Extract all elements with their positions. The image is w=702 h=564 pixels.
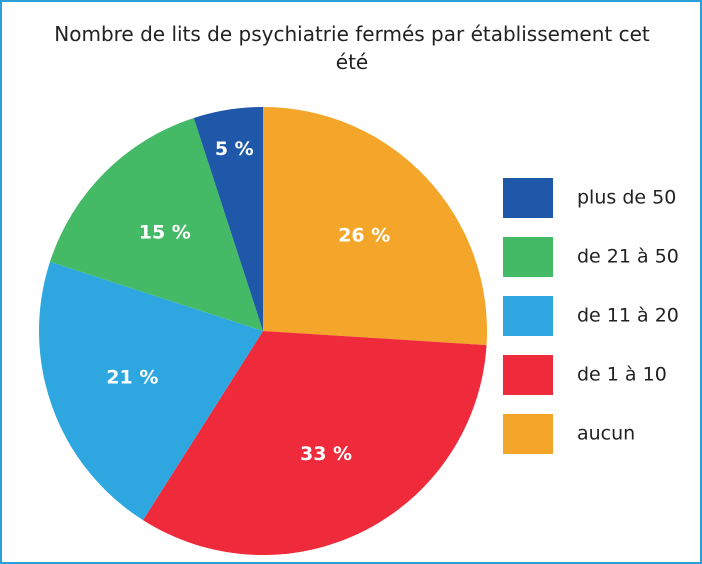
legend-swatch (503, 355, 553, 395)
value-label: 21 % (106, 367, 158, 389)
legend-label: de 11 à 20 (577, 305, 679, 327)
legend-swatch (503, 178, 553, 218)
value-label: 15 % (139, 221, 191, 243)
legend-swatch (503, 414, 553, 454)
pie-slice (193, 107, 263, 331)
legend-swatch (503, 237, 553, 277)
legend-label: de 1 à 10 (577, 364, 667, 386)
legend-label: plus de 50 (577, 187, 676, 209)
pie-slice (49, 117, 263, 331)
value-label: 33 % (300, 443, 352, 465)
value-label: 5 % (215, 138, 254, 160)
pie-slice (263, 107, 487, 346)
legend-label: de 21 à 50 (577, 246, 679, 268)
chart-title: Nombre de lits de psychiatrie fermés par… (54, 22, 650, 74)
legend-label: aucun (577, 423, 635, 445)
legend-swatch (503, 296, 553, 336)
pie-slice (142, 331, 487, 555)
pie-slice (39, 261, 264, 521)
value-label: 26 % (338, 224, 390, 246)
